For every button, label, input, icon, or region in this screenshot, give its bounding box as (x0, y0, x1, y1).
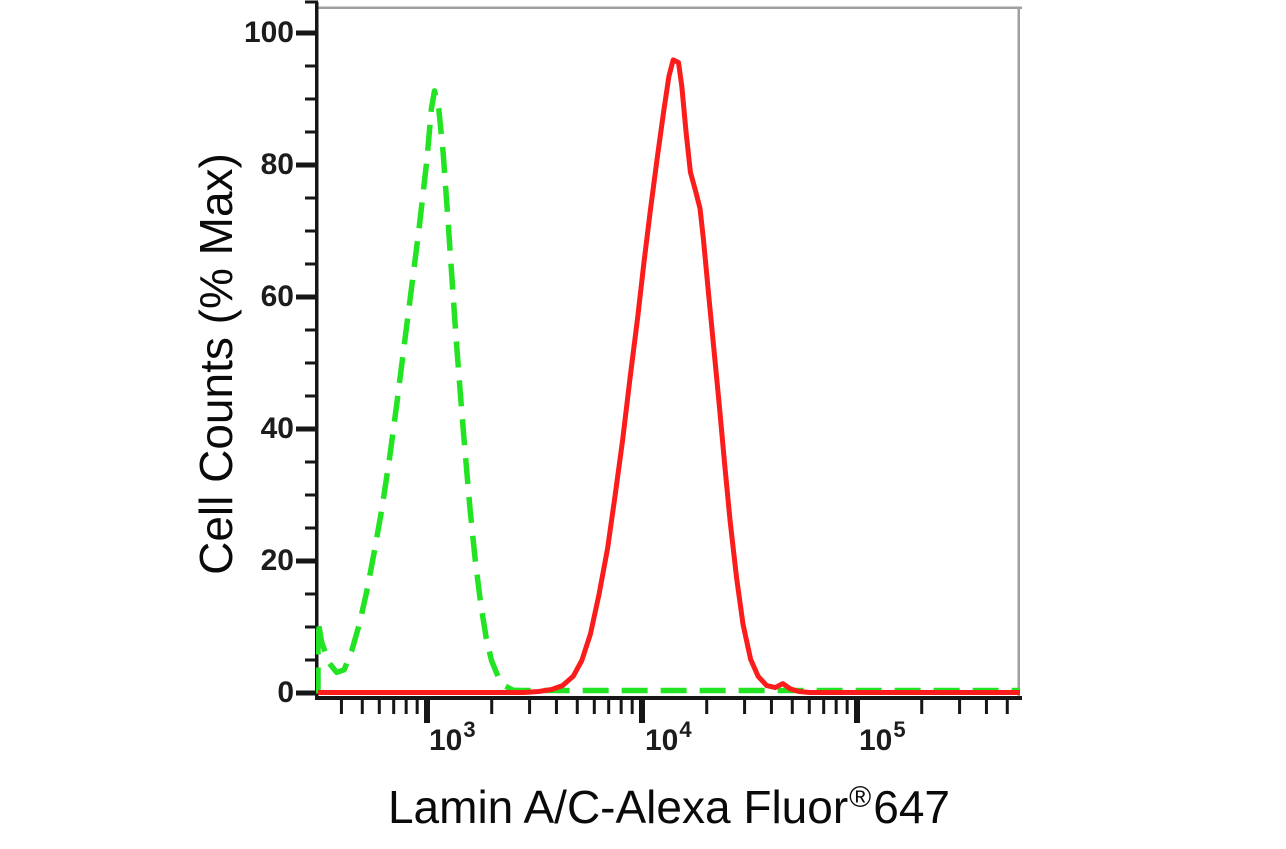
y-minor-tick-50 (305, 361, 318, 365)
x-minor-tick-5e4 (790, 700, 794, 714)
x-minor-tick-7e3 (607, 700, 611, 714)
x-minor-tick-2e4 (705, 700, 709, 714)
x-tick-base: 10 (859, 724, 893, 757)
x-tick-exponent: 4 (679, 717, 692, 742)
y-tick-label-20: 20 (260, 544, 294, 577)
x-minor-tick-4e2 (339, 700, 343, 714)
x-minor-tick-7e2 (392, 700, 396, 714)
y-major-tick-60 (296, 294, 318, 300)
x-tick-label-1e3: 103 (429, 717, 476, 760)
y-minor-tick-35 (305, 460, 318, 464)
y-major-tick-100 (296, 30, 318, 36)
x-minor-tick-9e4 (845, 700, 849, 714)
control-curve-green-dashed (316, 88, 1020, 694)
x-minor-tick-4e4 (769, 700, 773, 714)
x-axis-title: Lamin A/C-Alexa Fluor®647 (318, 780, 1020, 834)
y-minor-tick-75 (305, 196, 318, 200)
y-minor-tick-30 (305, 493, 318, 497)
y-minor-tick-10 (305, 625, 318, 629)
x-minor-tick-3e3 (528, 700, 532, 714)
x-tick-exponent: 5 (893, 717, 906, 742)
y-tick-label-60: 60 (260, 280, 294, 313)
y-minor-tick-65 (305, 262, 318, 266)
y-major-tick-40 (296, 426, 318, 432)
y-axis-line (315, 2, 319, 700)
plot-right-border (1017, 6, 1020, 700)
y-minor-tick-15 (305, 592, 318, 596)
x-minor-tick-4e5 (984, 700, 988, 714)
x-minor-tick-6e4 (807, 700, 811, 714)
y-major-tick-0 (296, 690, 318, 696)
x-minor-tick-6e2 (377, 700, 381, 714)
x-minor-tick-5e2 (360, 700, 364, 714)
x-minor-tick-3e4 (743, 700, 747, 714)
x-minor-tick-8e2 (404, 700, 408, 714)
y-minor-tick-95 (305, 64, 318, 68)
x-tick-exponent: 3 (463, 717, 476, 742)
sample-curve-red-solid (318, 57, 1020, 695)
y-minor-tick-55 (305, 328, 318, 332)
y-minor-tick-25 (305, 526, 318, 530)
y-tick-label-40: 40 (260, 412, 294, 445)
x-minor-tick-4e3 (554, 700, 558, 714)
x-major-tick-1e5 (854, 700, 860, 723)
x-minor-tick-9e3 (630, 700, 634, 714)
x-axis-title-main: Lamin A/C-Alexa Fluor (387, 781, 849, 833)
registered-trademark-symbol: ® (849, 781, 872, 814)
y-tick-label-80: 80 (260, 148, 294, 181)
x-minor-tick-8e3 (619, 700, 623, 714)
x-tick-label-1e5: 105 (859, 717, 906, 760)
x-tick-base: 10 (429, 724, 463, 757)
y-minor-tick-85 (305, 130, 318, 134)
x-tick-label-1e4: 104 (645, 717, 692, 760)
x-minor-tick-8e4 (834, 700, 838, 714)
y-tick-label-0: 0 (277, 676, 294, 709)
x-major-tick-1e4 (639, 700, 645, 723)
y-tick-label-100: 100 (243, 16, 294, 49)
x-minor-tick-7e4 (822, 700, 826, 714)
x-minor-tick-6e3 (592, 700, 596, 714)
x-axis-title-suffix: 647 (873, 781, 951, 833)
x-minor-tick-5e5 (1005, 700, 1009, 714)
y-minor-tick-70 (305, 229, 318, 233)
y-minor-tick-top (305, 0, 318, 4)
x-minor-tick-2e5 (920, 700, 924, 714)
x-tick-base: 10 (645, 724, 679, 757)
x-minor-tick-3e5 (958, 700, 962, 714)
x-major-tick-1e3 (424, 700, 430, 723)
y-major-tick-20 (296, 558, 318, 564)
y-minor-tick-5 (305, 658, 318, 662)
x-axis-line (315, 696, 1022, 700)
y-minor-tick-90 (305, 97, 318, 101)
x-minor-tick-9e2 (415, 700, 419, 714)
x-minor-tick-2e3 (490, 700, 494, 714)
plot-top-border (315, 6, 1022, 9)
x-minor-tick-5e3 (575, 700, 579, 714)
y-minor-tick-45 (305, 394, 318, 398)
y-major-tick-80 (296, 162, 318, 168)
